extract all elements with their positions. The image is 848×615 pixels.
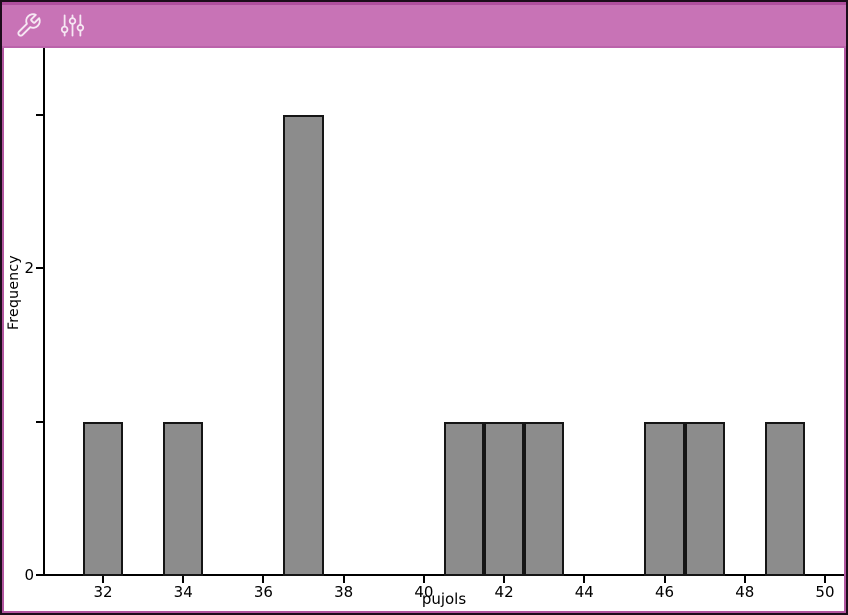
y-tick — [36, 574, 43, 576]
x-tick-label: 46 — [654, 583, 675, 601]
x-tick — [743, 576, 746, 583]
x-tick — [503, 576, 506, 583]
sliders-icon — [60, 14, 84, 37]
y-tick — [36, 420, 43, 423]
x-axis-line — [43, 574, 844, 576]
histogram-bar-49[interactable] — [764, 421, 805, 576]
x-tick — [262, 576, 265, 583]
y-tick — [36, 113, 43, 116]
histogram-bar-32[interactable] — [82, 421, 124, 576]
x-tick — [663, 576, 666, 583]
y-tick-label: 2 — [24, 259, 34, 277]
histogram-bar-47[interactable] — [684, 421, 725, 576]
x-tick — [583, 576, 586, 583]
x-axis-label[interactable]: pujols — [421, 590, 467, 608]
x-tick-label: 38 — [334, 583, 354, 601]
histogram-bar-34[interactable] — [163, 421, 204, 576]
wrench-icon — [16, 13, 41, 37]
histogram-chart: Frequency pujols 32 34 36 38 40 42 44 46 48 50 0 2 — [2, 48, 846, 613]
histogram-bar-43[interactable] — [524, 421, 565, 576]
x-tick-label: 34 — [173, 583, 193, 601]
x-tick-label: 40 — [414, 583, 434, 601]
plot-properties-button[interactable] — [56, 10, 88, 42]
x-tick — [823, 576, 826, 583]
x-tick-label: 50 — [815, 583, 835, 601]
histogram-bar-42[interactable] — [484, 421, 525, 576]
x-tick-label: 44 — [574, 583, 594, 601]
x-tick — [342, 576, 345, 583]
x-tick-label: 32 — [93, 583, 113, 601]
y-tick — [36, 267, 43, 269]
x-tick — [182, 576, 185, 583]
x-tick — [422, 576, 425, 583]
tools-button[interactable] — [12, 10, 44, 42]
x-tick — [102, 576, 104, 583]
x-tick-label: 42 — [494, 583, 514, 601]
y-axis-line — [43, 48, 45, 576]
histogram-bar-37[interactable] — [283, 114, 324, 576]
x-tick-label: 36 — [253, 583, 273, 601]
histogram-bar-41[interactable] — [443, 421, 485, 576]
y-tick-label: 0 — [24, 566, 34, 584]
histogram-bar-46[interactable] — [644, 421, 685, 576]
x-tick-label: 48 — [735, 583, 755, 601]
toolbar — [2, 2, 846, 48]
